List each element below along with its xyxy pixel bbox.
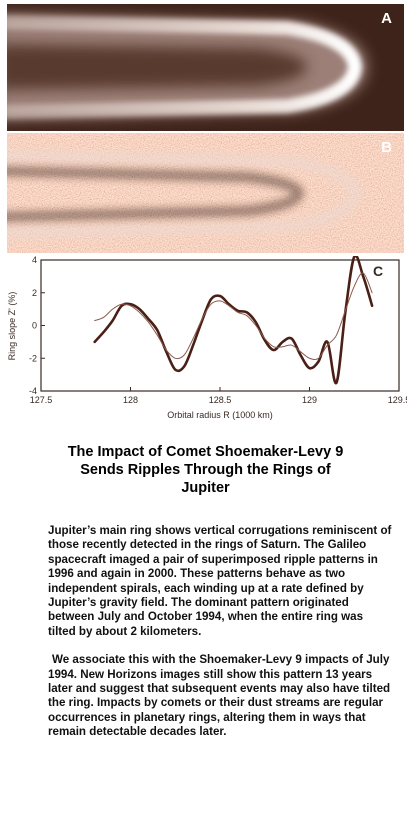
series-line-thin	[94, 272, 373, 360]
ring-image-b-graphic	[7, 133, 404, 253]
panel-c-letter: C	[373, 263, 383, 279]
series-line-thick	[93, 256, 374, 385]
y-tick-label: 0	[32, 321, 37, 331]
y-tick-label: 4	[32, 256, 37, 265]
ring-image-a-graphic	[7, 4, 404, 131]
y-tick-label: -4	[29, 386, 37, 396]
body-paragraph-2: We associate this with the Shoemaker-Lev…	[48, 653, 391, 739]
panel-a-letter: A	[381, 10, 392, 27]
ring-slope-chart: 4 2 0 -2 -4 127.5 128 128.5 129 129.5 C Orbital …	[5, 256, 407, 426]
x-tick-label: 128.5	[209, 395, 232, 405]
plot-frame	[40, 259, 400, 392]
x-tick-label: 128	[123, 395, 138, 405]
title-line-2: Sends Ripples Through the Rings of	[80, 462, 331, 478]
x-tick-label: 129.5	[388, 395, 407, 405]
article-title: The Impact of Comet Shoemaker-Levy 9 Sen…	[0, 443, 411, 497]
body-paragraph-1: Jupiter’s main ring shows vertical corru…	[48, 524, 392, 638]
panel-b-letter: B	[381, 139, 392, 156]
title-line-3: Jupiter	[181, 480, 230, 496]
ring-image-panel-a: A	[7, 4, 404, 131]
article-body: Jupiter’s main ring shows vertical corru…	[48, 524, 393, 740]
ring-image-panel-b: B	[7, 133, 404, 253]
y-tick-label: -2	[29, 353, 37, 363]
x-axis-label: Orbital radius R (1000 km)	[167, 410, 273, 420]
ring-slope-chart-svg: 4 2 0 -2 -4 127.5 128 128.5 129 129.5 C Orbital …	[7, 256, 407, 420]
x-tick-label: 129	[302, 395, 317, 405]
title-line-1: The Impact of Comet Shoemaker-Levy 9	[67, 444, 344, 460]
y-axis-label: Ring slope Z' (%)	[7, 292, 17, 361]
y-tick-label: 2	[32, 288, 37, 298]
x-tick-label: 127.5	[30, 395, 53, 405]
